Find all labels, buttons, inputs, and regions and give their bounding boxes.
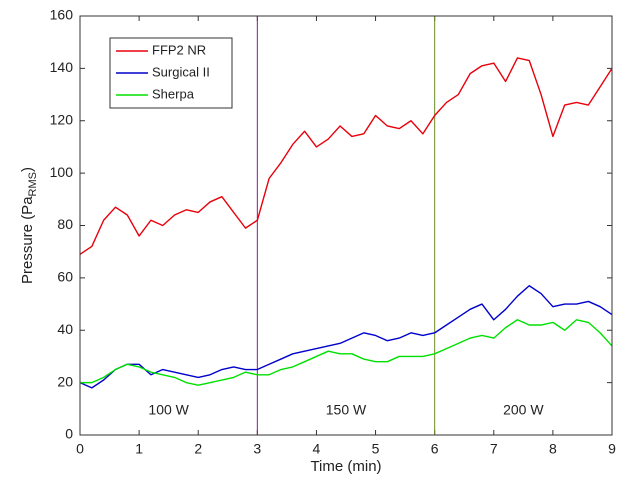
- x-tick-label: 2: [194, 441, 202, 457]
- x-tick-label: 9: [608, 441, 616, 457]
- legend-label: Surgical II: [152, 64, 210, 79]
- y-tick-label: 60: [57, 269, 73, 285]
- annotation: 200 W: [503, 402, 544, 418]
- y-tick-label: 80: [57, 216, 73, 232]
- y-axis-label-main: Pressure (Pa: [19, 196, 36, 284]
- x-tick-label: 4: [313, 441, 321, 457]
- legend-label: Sherpa: [152, 86, 195, 101]
- x-tick-label: 7: [490, 441, 498, 457]
- x-tick-label: 6: [431, 441, 439, 457]
- annotation: 150 W: [326, 402, 367, 418]
- x-tick-label: 1: [135, 441, 143, 457]
- x-tick-label: 3: [253, 441, 261, 457]
- plot-frame: [79, 15, 613, 436]
- annotation: 100 W: [148, 402, 189, 418]
- y-tick-label: 140: [50, 59, 74, 75]
- data-line: [79, 57, 613, 255]
- x-tick-label: 8: [549, 441, 557, 457]
- data-line: [79, 285, 613, 389]
- x-tick-label: 5: [372, 441, 380, 457]
- y-tick-label: 120: [50, 111, 74, 127]
- y-axis-label-end: ): [19, 167, 36, 172]
- y-tick-label: 100: [50, 164, 74, 180]
- y-axis-label: Pressure (PaRMS): [19, 167, 39, 284]
- data-line: [80, 319, 613, 386]
- y-tick-label: 0: [65, 426, 73, 442]
- y-tick-label: 40: [57, 321, 73, 337]
- x-axis-label: Time (min): [310, 458, 381, 475]
- y-tick-label: 160: [50, 7, 74, 23]
- y-axis-label-sub: RMS: [27, 172, 39, 196]
- x-tick-label: 0: [76, 441, 84, 457]
- legend-label: FFP2 NR: [152, 42, 206, 57]
- y-tick-label: 20: [57, 373, 73, 389]
